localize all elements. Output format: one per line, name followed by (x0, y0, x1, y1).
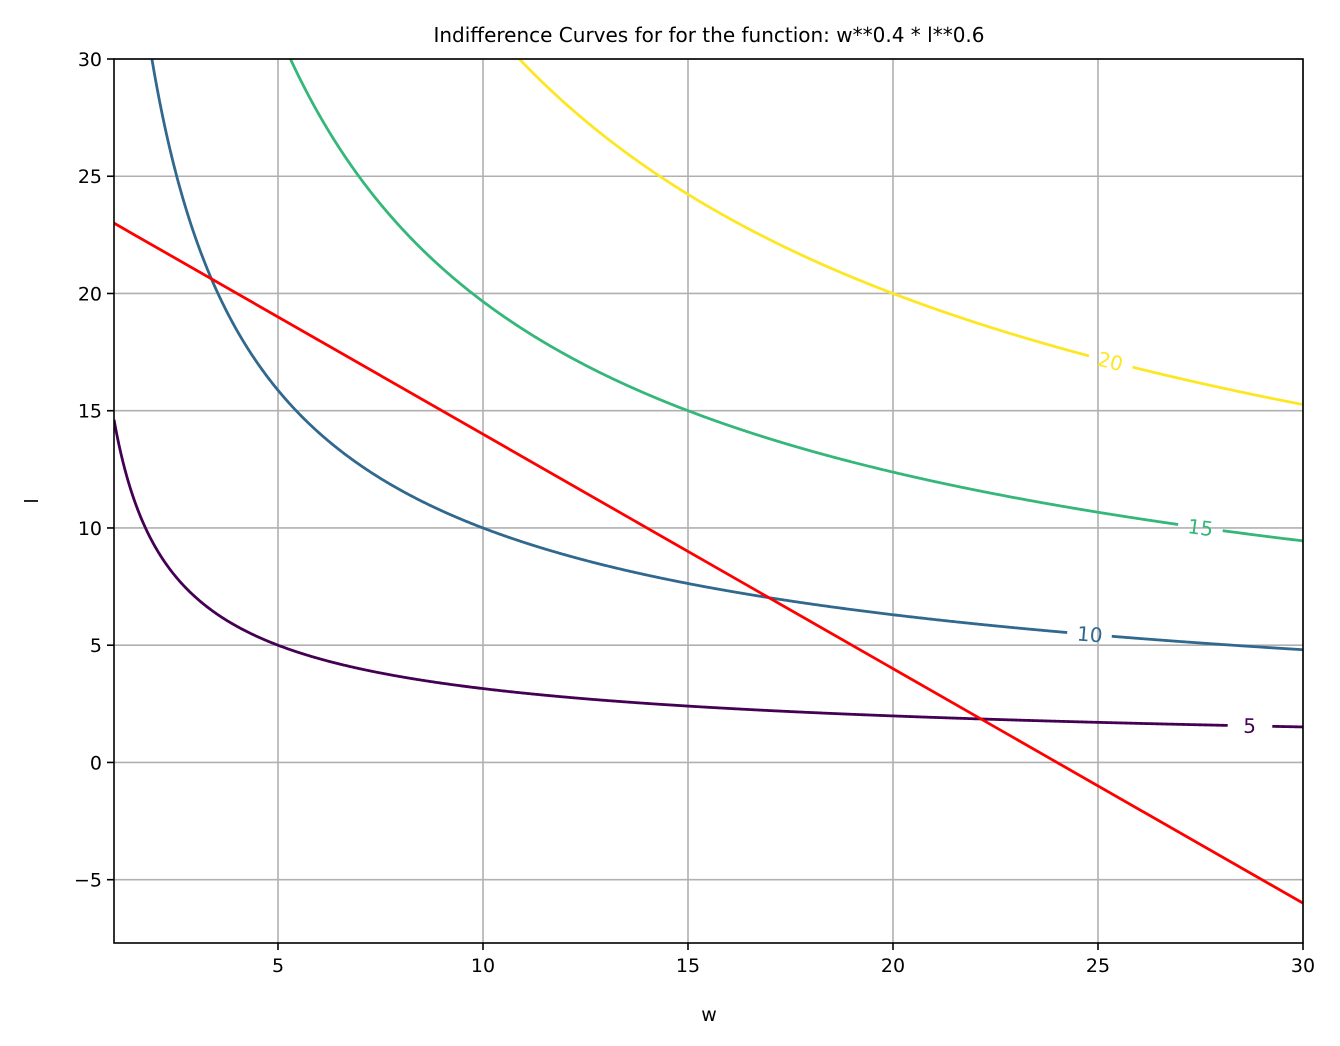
x-tick-label: 15 (676, 955, 700, 977)
budget-line (114, 221, 1303, 905)
series-group (114, 59, 1303, 905)
y-tick-label: 30 (78, 49, 102, 71)
indifference-curve-10 (150, 59, 1068, 634)
x-axis: 5 10 15 20 25 30 (272, 943, 1315, 977)
y-tick-label: −5 (74, 870, 102, 892)
x-axis-label: w (701, 1004, 717, 1026)
contour-label-5: 5 (1243, 714, 1256, 738)
plot-frame (113, 58, 1304, 944)
indifference-curve-15 (1222, 529, 1303, 543)
chart-title: Indifference Curves for for the function… (433, 23, 984, 47)
indifference-curve-20 (517, 59, 1090, 358)
indifference-curve-10 (1111, 634, 1303, 652)
y-axis: −5 0 5 10 15 20 25 30 (74, 49, 114, 892)
y-tick-label: 0 (90, 752, 102, 774)
x-tick-label: 25 (1086, 955, 1110, 977)
y-tick-label: 25 (78, 166, 102, 188)
x-tick-label: 30 (1291, 955, 1315, 977)
contour-label-10: 10 (1076, 621, 1103, 647)
x-tick-label: 10 (471, 955, 495, 977)
x-tick-label: 20 (881, 955, 905, 977)
contour-label-15: 15 (1186, 514, 1215, 541)
y-tick-label: 10 (78, 518, 102, 540)
y-tick-label: 15 (78, 401, 102, 423)
indifference-curve-5 (1272, 724, 1303, 729)
indifference-curve-5 (114, 419, 1228, 727)
y-tick-label: 20 (78, 283, 102, 305)
x-tick-label: 5 (272, 955, 284, 977)
indifference-curve-20 (1132, 365, 1303, 406)
indifference-curve-15 (288, 59, 1179, 526)
y-tick-label: 5 (90, 635, 102, 657)
y-axis-label: l (21, 498, 43, 503)
